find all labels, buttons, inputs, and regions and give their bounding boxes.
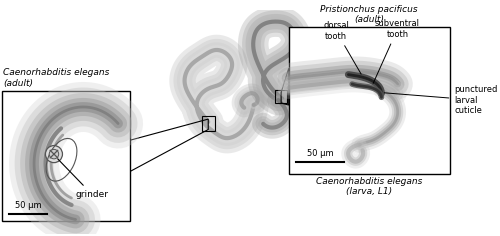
Bar <box>288 27 450 174</box>
Text: Pristionchus pacificus
(adult): Pristionchus pacificus (adult) <box>320 5 418 25</box>
Text: dorsal
tooth: dorsal tooth <box>323 21 361 74</box>
Bar <box>276 90 287 103</box>
Bar <box>202 116 215 131</box>
Text: 50 μm: 50 μm <box>306 149 333 158</box>
Text: punctured
larval
cuticle: punctured larval cuticle <box>384 85 498 115</box>
Text: Caenorhabditis elegans
(adult): Caenorhabditis elegans (adult) <box>3 68 109 88</box>
Circle shape <box>46 146 62 163</box>
Text: subventral
tooth: subventral tooth <box>373 19 420 83</box>
Circle shape <box>49 149 58 159</box>
Text: 50 μm: 50 μm <box>15 201 42 210</box>
Text: Caenorhabditis elegans
(larva, L1): Caenorhabditis elegans (larva, L1) <box>316 177 422 196</box>
Text: grinder: grinder <box>58 159 108 199</box>
Bar <box>2 91 130 221</box>
